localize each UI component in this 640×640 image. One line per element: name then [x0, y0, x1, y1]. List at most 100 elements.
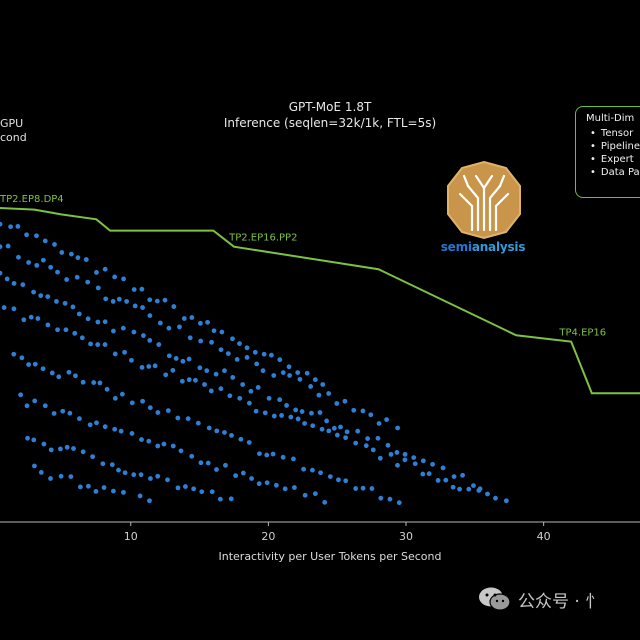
data-point	[163, 372, 169, 378]
data-point	[177, 324, 182, 330]
data-point	[109, 462, 115, 468]
data-point	[11, 351, 17, 357]
data-point	[206, 425, 212, 431]
data-point	[205, 460, 211, 466]
data-point	[34, 233, 39, 239]
data-point	[102, 342, 108, 347]
data-point	[38, 470, 44, 475]
data-point	[271, 373, 277, 378]
data-point	[189, 453, 195, 459]
data-point	[147, 405, 153, 411]
data-point	[336, 477, 341, 483]
data-point	[217, 496, 223, 502]
data-point	[493, 495, 498, 501]
data-point	[154, 298, 160, 304]
data-point	[178, 448, 184, 454]
data-point	[273, 482, 279, 488]
data-point	[71, 446, 76, 451]
data-point	[58, 473, 64, 479]
data-point	[471, 483, 476, 489]
data-point	[156, 342, 162, 347]
data-point	[211, 328, 217, 334]
data-point	[131, 472, 137, 478]
data-point	[162, 297, 168, 303]
data-point	[80, 449, 86, 455]
data-point	[67, 410, 73, 416]
data-point	[485, 491, 490, 497]
data-point	[55, 269, 60, 275]
data-point	[363, 443, 369, 449]
frontier-label: TP2.EP8.DP4	[0, 194, 64, 205]
data-point	[76, 311, 82, 317]
data-points	[0, 221, 509, 506]
data-point	[42, 238, 48, 244]
data-point	[223, 462, 228, 468]
data-point	[85, 483, 91, 489]
data-point	[129, 400, 135, 406]
data-point	[45, 294, 51, 299]
data-point	[166, 353, 172, 359]
data-point	[185, 416, 191, 422]
data-point	[85, 279, 91, 285]
data-point	[244, 355, 250, 360]
data-point	[376, 421, 382, 426]
data-point	[277, 397, 283, 403]
data-point	[237, 341, 242, 347]
data-point	[270, 451, 276, 457]
data-point	[112, 274, 118, 280]
semianalysis-logo-icon	[447, 160, 521, 240]
data-point	[87, 422, 93, 428]
data-point	[326, 428, 332, 434]
data-point	[73, 373, 78, 379]
data-point	[342, 398, 348, 404]
data-point	[302, 492, 308, 498]
data-point	[69, 251, 74, 257]
data-point	[68, 474, 74, 479]
data-point	[209, 339, 214, 345]
data-point	[166, 325, 172, 331]
data-point	[320, 382, 326, 387]
data-point	[40, 257, 46, 263]
data-point	[319, 426, 325, 432]
data-point	[252, 349, 258, 355]
data-point	[255, 385, 261, 390]
data-point	[277, 357, 283, 363]
data-point	[205, 319, 210, 325]
data-point	[271, 413, 277, 419]
data-point	[165, 477, 170, 483]
data-point	[64, 277, 70, 282]
data-point	[253, 408, 259, 414]
data-point	[111, 488, 116, 494]
data-point	[25, 435, 30, 441]
data-point	[355, 428, 361, 434]
data-point	[293, 407, 299, 413]
data-point	[112, 351, 118, 357]
data-point	[38, 293, 44, 299]
data-point	[83, 257, 89, 262]
data-point	[80, 379, 86, 385]
data-point	[402, 457, 408, 463]
data-point	[197, 365, 203, 371]
data-point	[102, 424, 108, 430]
data-point	[21, 317, 27, 323]
data-point	[213, 371, 219, 377]
data-point	[95, 342, 101, 347]
data-point	[395, 425, 401, 431]
legend-item-data: Data Pa	[590, 166, 640, 179]
data-point	[256, 481, 262, 487]
data-point	[248, 388, 254, 394]
data-point	[41, 441, 47, 447]
data-point	[369, 486, 375, 491]
data-point	[26, 260, 32, 265]
data-point	[229, 432, 234, 438]
data-point	[70, 304, 76, 310]
data-point	[95, 319, 101, 325]
data-point	[264, 452, 270, 458]
data-point	[11, 280, 17, 286]
data-point	[246, 440, 252, 445]
data-point	[4, 276, 10, 282]
data-point	[64, 444, 70, 450]
x-tick-label: 40	[537, 530, 551, 543]
chart-subtitle: Inference (seqlen=32k/1k, FTL=5s)	[223, 116, 437, 130]
data-point	[240, 470, 246, 476]
